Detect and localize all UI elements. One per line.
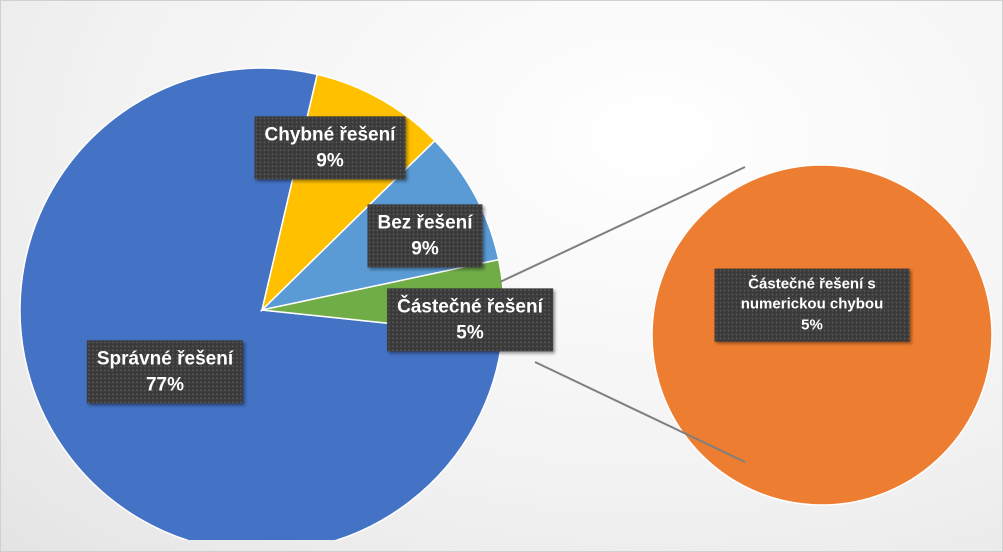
- data-label: Správné řešení 77%: [86, 340, 244, 404]
- category-label: Bez řešení: [377, 212, 473, 234]
- value-label: 9%: [316, 150, 344, 171]
- category-label: Správné řešení: [96, 348, 234, 370]
- value-label: 5%: [801, 316, 823, 334]
- data-label: Částečné řešení 5%: [387, 288, 553, 352]
- data-label: Částečné řešení s numerickou chybou 5%: [714, 268, 910, 342]
- connector: [534, 361, 746, 463]
- value-label: 9%: [411, 238, 439, 259]
- data-label: Bez řešení 9%: [367, 204, 483, 268]
- category-label: Částečné řešení: [397, 296, 543, 318]
- value-label: 77%: [145, 374, 185, 395]
- connector: [499, 166, 746, 283]
- value-label: 5%: [456, 322, 484, 343]
- category-label: Chybné řešení: [264, 124, 396, 146]
- pie-slice: [19, 67, 504, 540]
- category-label: Částečné řešení s numerickou chybou: [740, 275, 884, 313]
- data-label: Chybné řešení 9%: [254, 116, 406, 180]
